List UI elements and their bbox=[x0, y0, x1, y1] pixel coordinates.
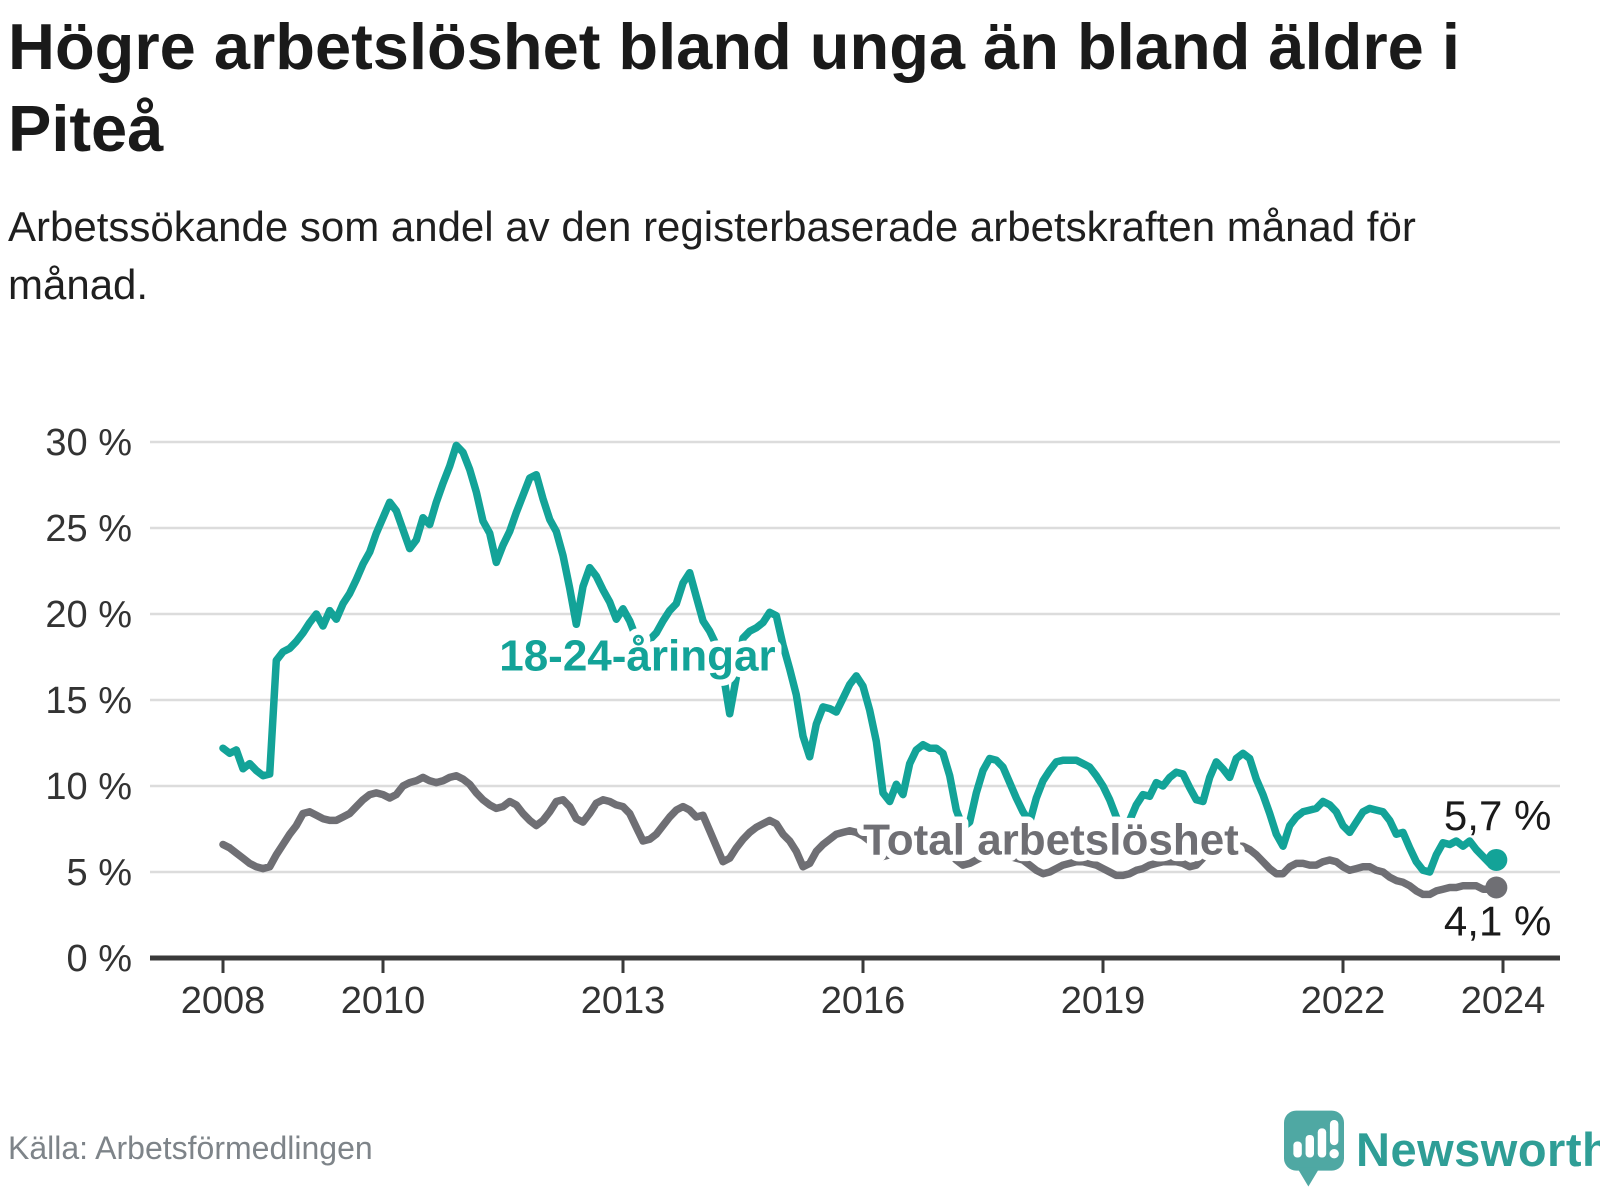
x-axis-tick-label: 2022 bbox=[1301, 980, 1386, 1022]
series-label-total: Total arbetslöshet bbox=[863, 815, 1239, 864]
y-axis-tick-label: 25 % bbox=[45, 508, 132, 550]
x-axis-tick-label: 2019 bbox=[1061, 980, 1146, 1022]
series-label-youth: 18-24-åringar bbox=[499, 631, 775, 680]
y-axis-tick-label: 10 % bbox=[45, 766, 132, 808]
x-axis-tick-label: 2013 bbox=[581, 980, 666, 1022]
end-value-label-total: 4,1 % bbox=[1444, 897, 1551, 944]
line-chart: 0 % 5 % 10 % 15 % 20 % 25 % 30 % 5,7 % 4,1 % 18-2… bbox=[45, 422, 1560, 1022]
series-line-youth bbox=[219, 441, 1501, 876]
brand-name: Newsworthy bbox=[1356, 1122, 1600, 1176]
x-axis-tick-label: 2008 bbox=[181, 980, 266, 1022]
y-axis-tick-label: 0 % bbox=[67, 938, 132, 980]
y-axis-tick-label: 15 % bbox=[45, 680, 132, 722]
series-line-total bbox=[219, 771, 1501, 899]
newsworthy-logo-icon bbox=[1284, 1110, 1344, 1187]
end-value-label-youth: 5,7 % bbox=[1444, 792, 1551, 839]
y-axis-tick-label: 30 % bbox=[45, 422, 132, 464]
chart-subtitle: Arbetssökande som andel av den registerb… bbox=[8, 203, 1416, 308]
x-axis-tick-label: 2024 bbox=[1461, 980, 1546, 1022]
source-note: Källa: Arbetsförmedlingen bbox=[8, 1130, 373, 1166]
brand: Newsworthy bbox=[1284, 1110, 1600, 1188]
x-axis-tick-label: 2016 bbox=[821, 980, 906, 1022]
end-dot-total bbox=[1485, 876, 1508, 899]
x-axis-tick-label: 2010 bbox=[341, 980, 426, 1022]
y-axis-tick-label: 5 % bbox=[67, 852, 132, 894]
page-title: Högre arbetslöshet bland unga än bland ä… bbox=[8, 10, 1460, 165]
y-axis-tick-label: 20 % bbox=[45, 594, 132, 636]
end-dot-youth bbox=[1485, 848, 1508, 871]
